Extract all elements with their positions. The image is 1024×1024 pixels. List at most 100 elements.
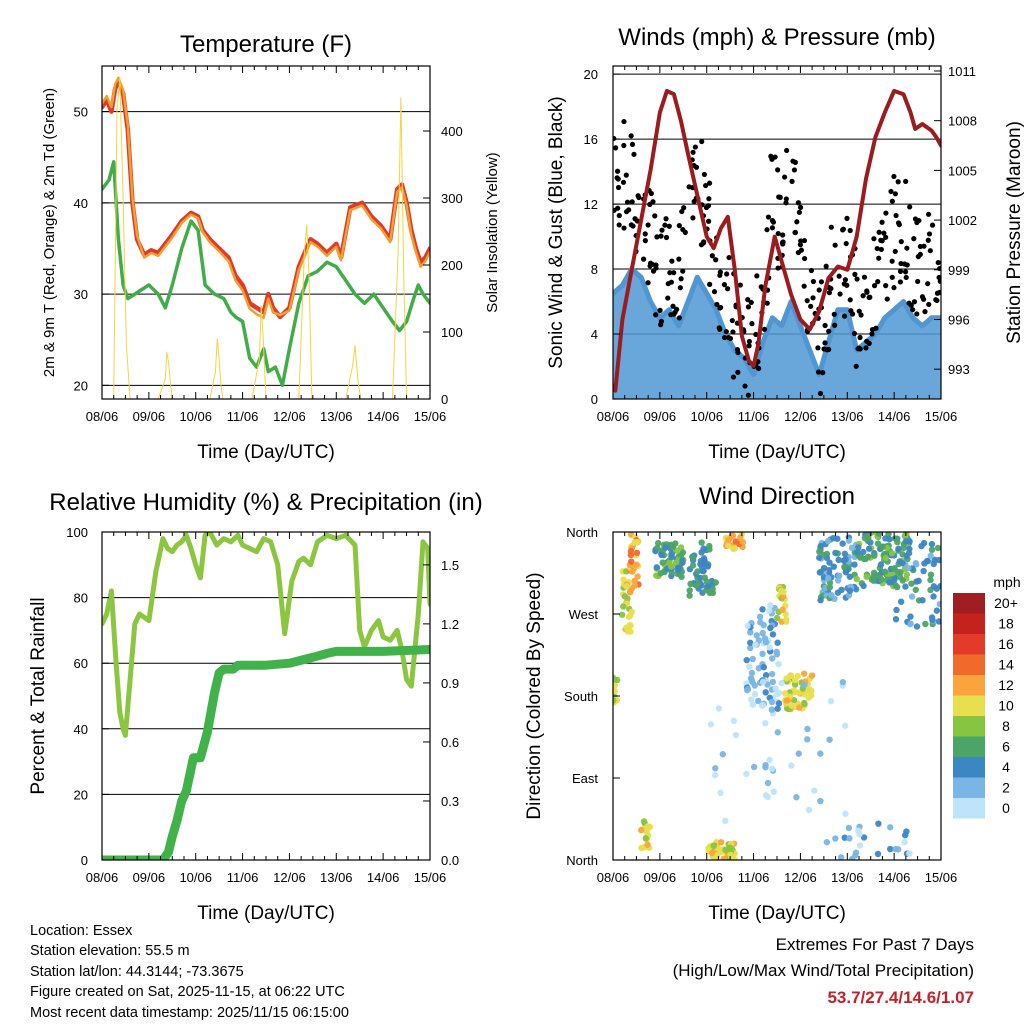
gust-points [620,179,627,185]
gust-points [690,149,696,155]
wind-direction-point [689,562,697,569]
wind-direction-point [848,855,856,860]
wind-direction-point [628,608,636,616]
legend-label: 4 [1002,759,1010,775]
wind-direction-point [700,545,707,552]
humidity_precip-gridlines [102,531,430,861]
x-tick-label: 14/06 [367,409,400,424]
wind-direction-point [722,817,729,825]
wind-direction-point [642,835,649,842]
wind-direction-point [643,828,650,835]
gust-points [926,211,932,217]
temperature-x-axis: 08/06 09/06 10/06 11/06 12/06 13/06 14/06 15/06 [86,66,446,424]
legend-swatch [953,675,985,696]
humidity_precip-panel: 08/06 09/06 10/06 11/06 12/06 13/06 14/06 15/06… [28,489,483,924]
wind-direction-point [842,569,850,576]
wind-direction-point [769,631,777,638]
wind-direction-point [875,820,882,827]
y-right-tick-label: 1008 [948,114,977,129]
wind-direction-point [689,554,697,561]
wind-direction-point [711,771,719,779]
wind-direction-point [769,678,777,686]
wind-direction-point [764,779,772,787]
gust-points [898,239,904,245]
wind-direction-point [627,588,634,595]
gust-points [842,277,848,283]
gust-points [926,301,932,308]
wind-direction-point [774,729,781,736]
gust-points [933,297,939,303]
wind-direction-point [620,603,627,610]
wind-direction-point [828,591,835,599]
legend-swatch [953,736,985,757]
wind-direction-point [752,641,759,648]
winds_pressure-plot-area [613,88,941,399]
legend-label: 16 [998,636,1014,652]
x-tick-label: 09/06 [644,409,677,424]
wind-direction-point [870,569,878,577]
wind-direction-point [928,540,936,548]
winds_pressure-title: Winds (mph) & Pressure (mb) [618,24,935,51]
wind-direction-point [906,850,913,857]
gust-points [628,133,634,139]
wind-direction-point [613,697,617,704]
wind-direction-point [773,614,781,622]
x-tick-label: 15/06 [925,870,958,885]
gust-points [770,219,777,225]
gust-points [705,203,712,209]
wind-direction-point [841,722,849,729]
gust-points [616,222,622,228]
wind-direction-point [791,681,799,688]
humidity_precip-y-axis-right: 0.0 0.3 0.6 0.9 1.2 1.5 [423,558,459,868]
solar-insolation-line [102,76,430,399]
winds_pressure-gridlines [613,73,941,335]
wind-direction-point [934,544,941,552]
gust-points [653,312,659,318]
gust-points [692,144,698,150]
wind-direction-point [694,568,701,575]
legend-label: 6 [1002,739,1010,755]
gust-points [897,268,904,274]
wind-direction-point [710,842,717,849]
wind-direction-point [790,696,798,704]
extremes-subheading: (High/Low/Max Wind/Total Precipitation) [672,961,974,980]
wind-direction-point [781,690,789,697]
wind-direction-point [892,845,899,853]
gust-points [818,279,825,285]
wind-direction-point [897,598,905,605]
gust-points [849,311,856,317]
temperature-y-axis: 20 30 40 50 [74,105,109,393]
wind_direction-y-axis: North East South West North [564,525,620,868]
wind-direction-point [795,689,802,696]
wind-direction-point [908,593,916,600]
wind-direction-point [805,686,813,693]
wind-direction-point [882,535,889,542]
wind-direction-point [877,561,885,568]
gust-points [893,212,899,219]
wind-direction-point [769,655,776,662]
wind-direction-point [628,558,635,565]
wind-direction-point [895,545,902,553]
wind-direction-point [707,721,715,728]
wind-direction-point [699,567,706,575]
y-right-tick-label: 993 [948,362,970,377]
temperature-ylabel: 2m & 9m T (Red, Orange) & 2m Td (Green) [41,88,58,377]
station-pressure-line [613,88,941,393]
gust-points [884,296,890,302]
wind-direction-point [913,623,921,630]
wind-direction-point [693,582,700,589]
gust-points [654,234,660,240]
gust-points [671,270,677,276]
gust-points [876,255,882,261]
gust-points [795,200,801,206]
gust-points [629,141,636,147]
gust-points [920,296,927,302]
y-tick-label: 0 [81,853,88,868]
wind-direction-point [878,576,885,583]
wind-direction-point [879,543,886,550]
gust-points [701,171,707,178]
gust-points [709,253,715,259]
wind-direction-point [908,580,915,587]
wind-direction-point [749,655,756,663]
